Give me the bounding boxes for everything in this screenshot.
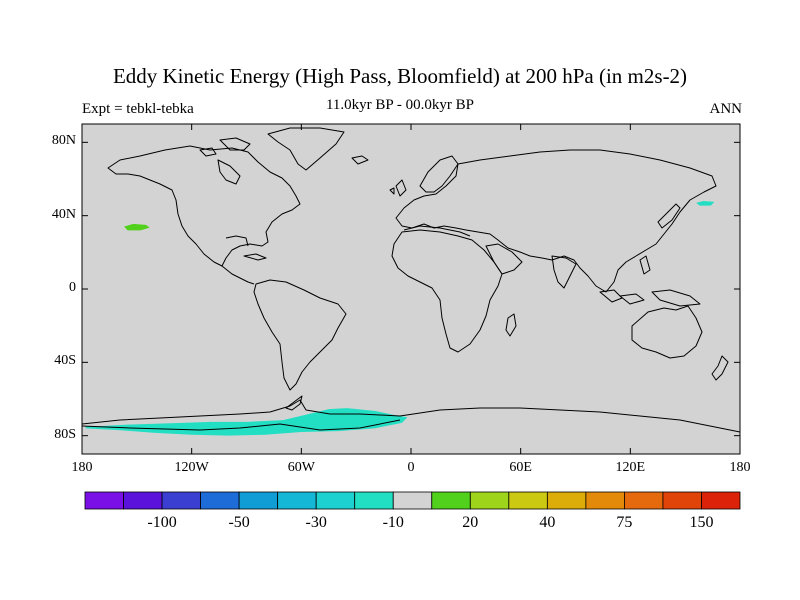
lat-tick-label: 40S bbox=[54, 353, 76, 369]
colorbar-label: -10 bbox=[382, 514, 404, 531]
season-label: ANN bbox=[709, 101, 743, 117]
coastline-mediterranean bbox=[403, 225, 471, 237]
colorbar-box bbox=[546, 491, 587, 510]
region-kamchatka-negative bbox=[696, 201, 715, 206]
coastline-scandinavia bbox=[419, 155, 459, 193]
colorbar-box bbox=[469, 491, 510, 510]
region-north-pacific-positive bbox=[124, 223, 150, 231]
coastline-cuba bbox=[243, 253, 267, 261]
coastline-antarctic-peninsula bbox=[285, 395, 303, 411]
map-panel bbox=[81, 123, 741, 455]
coastline-africa bbox=[391, 229, 503, 353]
coastline-south-america bbox=[253, 279, 347, 391]
coastline-arabian-peninsula bbox=[485, 243, 523, 275]
coastline-eurasia bbox=[395, 149, 717, 293]
colorbar-label: -30 bbox=[305, 514, 327, 531]
colorbar-box bbox=[123, 491, 163, 510]
colorbar-box bbox=[624, 491, 664, 510]
lon-tick-label: 180 bbox=[729, 460, 751, 475]
colorbar-label: 20 bbox=[462, 514, 479, 531]
longitude-ticks bbox=[81, 124, 741, 454]
coastline-hudson-bay bbox=[217, 159, 241, 185]
coastline-north-america bbox=[107, 145, 301, 267]
lon-tick-label: 0 bbox=[407, 460, 415, 475]
coastline-greenland bbox=[267, 127, 345, 171]
colorbar-box bbox=[277, 491, 317, 510]
colorbar-label: 75 bbox=[616, 514, 633, 531]
map-background bbox=[82, 124, 740, 454]
colorbar-label: 40 bbox=[539, 514, 556, 531]
lat-tick-label: 80S bbox=[54, 426, 76, 442]
colorbar-box bbox=[161, 491, 201, 510]
lon-tick-label: 180 bbox=[71, 460, 93, 475]
experiment-label: Expt = tebkl-tebka bbox=[82, 101, 194, 117]
colorbar-box bbox=[392, 491, 433, 510]
coastlines bbox=[81, 127, 741, 433]
colorbar-box bbox=[662, 491, 702, 510]
lon-tick-label: 120W bbox=[174, 460, 209, 475]
lat-tick-label: 80N bbox=[51, 133, 76, 149]
lon-tick-label: 60W bbox=[287, 460, 315, 475]
latitude-ticks bbox=[82, 141, 740, 437]
lat-tick-label: 0 bbox=[69, 280, 76, 295]
coastline-india bbox=[551, 255, 577, 289]
colorbar-box bbox=[200, 491, 240, 510]
coastline-australia bbox=[631, 305, 703, 359]
lon-tick-label: 120E bbox=[615, 460, 646, 475]
colorbar-box bbox=[701, 491, 741, 510]
colorbar-box bbox=[315, 491, 356, 510]
colorbar-box bbox=[238, 491, 279, 510]
coastline-gulf-coast bbox=[225, 235, 249, 247]
lat-tick-label: 40N bbox=[51, 206, 76, 222]
colorbar-label: -50 bbox=[228, 514, 250, 531]
coastline-iceland bbox=[351, 155, 369, 165]
coastline-antarctica bbox=[81, 399, 741, 433]
coastline-japan bbox=[657, 203, 681, 229]
colorbar-box bbox=[585, 491, 625, 510]
coastline-central-america bbox=[221, 265, 255, 285]
coastline-madagascar bbox=[505, 313, 517, 337]
colorbar-box bbox=[508, 491, 548, 510]
colorbar-label: 150 bbox=[689, 514, 714, 531]
coastline-arctic-islands bbox=[199, 137, 251, 157]
colorbar-box bbox=[354, 491, 394, 510]
colorbar-box bbox=[84, 491, 124, 510]
colorbar bbox=[84, 491, 741, 510]
lon-tick-label: 60E bbox=[509, 460, 532, 475]
colorbar-box bbox=[431, 491, 471, 510]
coastline-maritime-continent bbox=[599, 255, 701, 307]
time-period-label: 11.0kyr BP - 00.0kyr BP bbox=[325, 97, 475, 113]
plot-title: Eddy Kinetic Energy (High Pass, Bloomfie… bbox=[112, 64, 688, 88]
coastline-new-zealand bbox=[711, 355, 729, 381]
colorbar-label: -100 bbox=[147, 514, 177, 531]
coastline-british-isles bbox=[389, 179, 407, 197]
